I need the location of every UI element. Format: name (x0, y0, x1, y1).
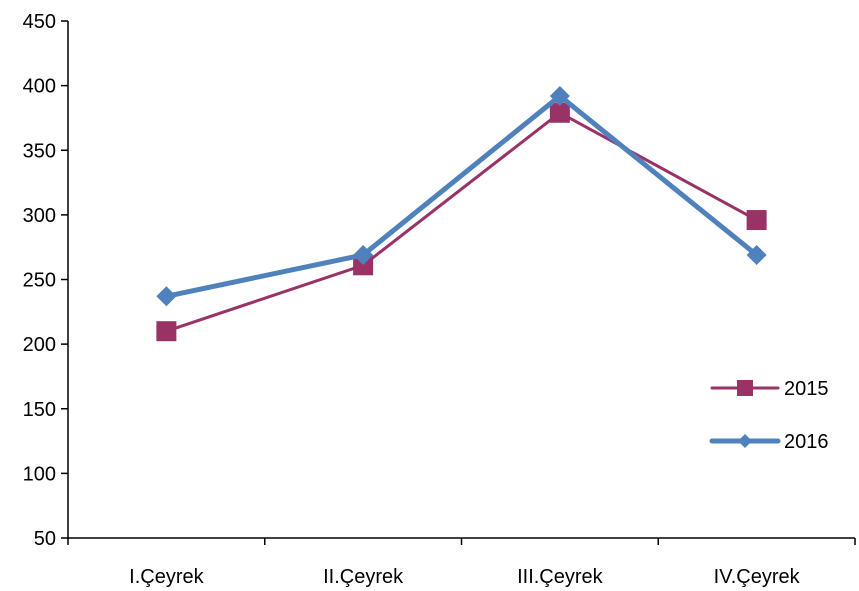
series-2016 (156, 85, 767, 307)
data-point (746, 210, 767, 231)
y-tick-label: 100 (23, 463, 56, 485)
x-tick-label: III.Çeyrek (517, 566, 604, 588)
y-tick-label: 400 (23, 76, 56, 98)
legend-swatch-marker (737, 380, 753, 396)
y-tick-label: 450 (23, 11, 56, 33)
legend-item: 2016 (709, 431, 829, 453)
data-point (549, 102, 570, 123)
x-axis: I.Çeyrek II.Çeyrek III.Çeyrek IV.Çeyrek (67, 537, 856, 588)
y-tick-label: 150 (23, 399, 56, 421)
data-point (156, 286, 177, 307)
data-point (746, 244, 767, 265)
series-line (163, 93, 760, 299)
legend-label: 2015 (784, 378, 829, 400)
y-tick-label: 250 (23, 270, 56, 292)
series-2015 (156, 102, 767, 342)
y-tick-label: 50 (34, 528, 56, 550)
x-tick-label: I.Çeyrek (129, 566, 204, 588)
x-tick-label: II.Çeyrek (323, 566, 404, 588)
y-tick-label: 300 (23, 205, 56, 227)
series-layer (156, 85, 767, 342)
legend-item: 2015 (710, 378, 829, 400)
x-tick-label: IV.Çeyrek (714, 566, 801, 588)
legend: 2015 2016 (709, 378, 829, 453)
y-tick-label: 200 (23, 334, 56, 356)
y-tick-label: 350 (23, 140, 56, 162)
legend-label: 2016 (784, 431, 829, 453)
y-axis: 50 100 150 200 250 300 350 400 450 (23, 11, 69, 550)
series-line (164, 111, 759, 333)
data-point (549, 85, 570, 106)
data-point (156, 321, 177, 342)
legend-swatch-marker (738, 434, 752, 448)
data-point (353, 255, 374, 276)
data-point (353, 244, 374, 265)
